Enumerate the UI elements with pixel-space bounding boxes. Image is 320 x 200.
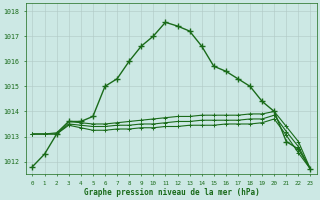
X-axis label: Graphe pression niveau de la mer (hPa): Graphe pression niveau de la mer (hPa) [84, 188, 259, 197]
